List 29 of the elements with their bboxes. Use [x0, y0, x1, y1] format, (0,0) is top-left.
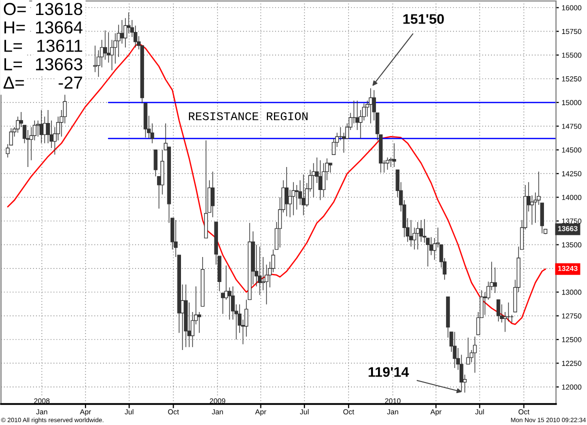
candlestick	[496, 299, 500, 322]
annotation: 151'50	[403, 14, 444, 24]
annotation: L= 13611	[4, 40, 82, 52]
candlestick	[452, 332, 457, 368]
candlestick	[184, 284, 188, 348]
candlestick	[302, 174, 306, 216]
candlestick	[322, 162, 326, 198]
candlestick	[200, 256, 205, 307]
candlestick	[16, 116, 20, 134]
annotation: H= 13664	[4, 21, 82, 34]
candlestick	[210, 171, 215, 218]
candlestick	[386, 157, 390, 170]
candlestick	[284, 166, 289, 217]
candlestick	[466, 337, 470, 365]
candlestick	[291, 182, 296, 216]
annotation: RESISTANCE REGION	[188, 112, 308, 120]
annotation: 119'14	[368, 367, 409, 377]
text: Δ= -27	[4, 76, 82, 89]
candlestick	[472, 336, 477, 374]
candlestick	[258, 246, 262, 296]
candlestick	[204, 140, 208, 238]
candlestick	[39, 110, 44, 144]
candlestick	[46, 110, 50, 144]
annotation: O= 13618	[4, 2, 82, 16]
annotation: L= 13663	[4, 58, 82, 70]
candlestick	[409, 220, 413, 247]
candlestick	[392, 142, 396, 168]
candlestick	[416, 222, 420, 250]
candlestick	[368, 88, 373, 124]
